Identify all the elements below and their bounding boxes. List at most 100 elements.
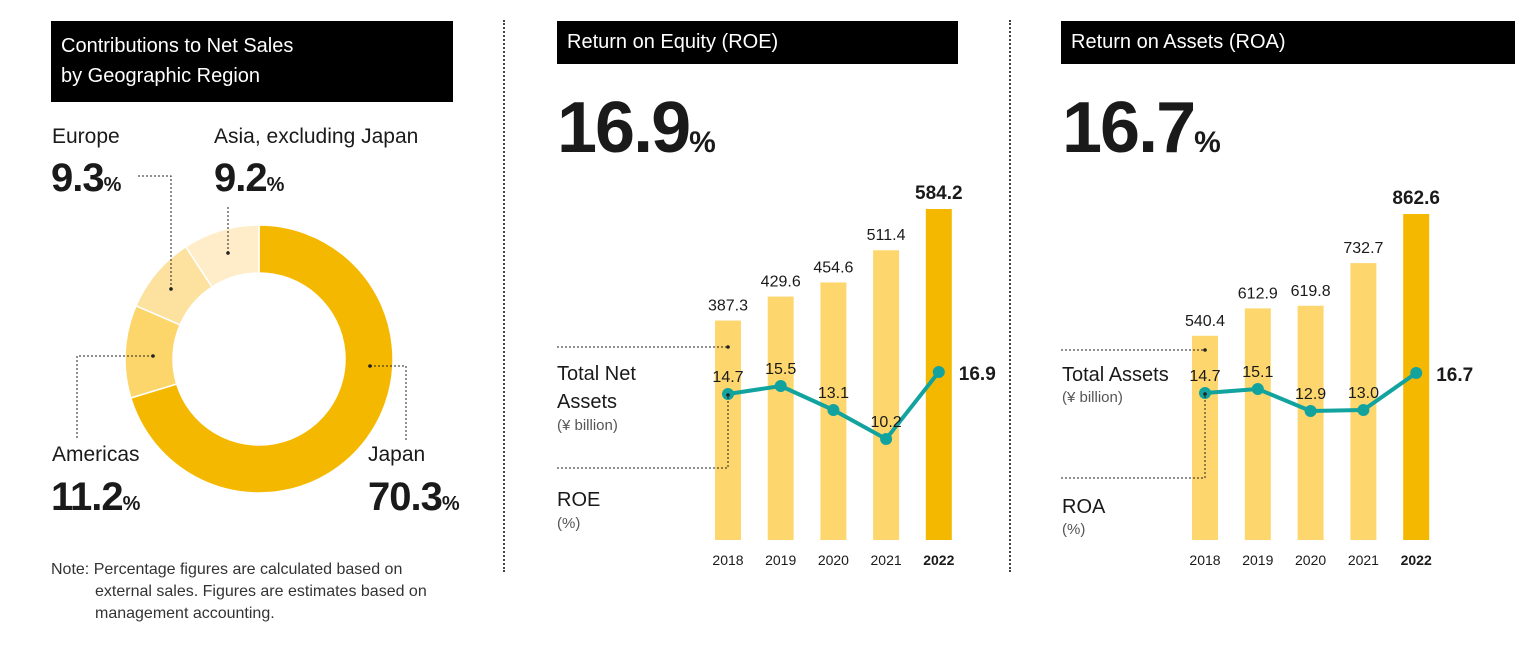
roe-line-legend-unit: (%): [557, 515, 581, 532]
roe-tick-label-2021: 2021: [871, 552, 902, 568]
roa-line-point-2022: [1410, 367, 1423, 379]
roa-line-point-2021: [1357, 404, 1370, 416]
roe-tick-label-2019: 2019: [765, 552, 796, 568]
americas-value-unit: %: [122, 493, 141, 515]
roa-headline: 16.7%: [1062, 92, 1221, 179]
leader-line-americas-dot: [151, 354, 155, 358]
europe-value: 9.3%: [51, 158, 121, 205]
roa-line-label-2020: 12.9: [1295, 386, 1326, 403]
roe-line-label-2020: 13.1: [818, 385, 849, 402]
japan-value-number: 70.3: [368, 475, 443, 519]
roa-line-label-2019: 15.1: [1242, 364, 1273, 381]
roe-bar-label-2020: 454.6: [813, 259, 853, 276]
roe-bar-legend-unit: (¥ billion): [557, 417, 618, 434]
japan-value-unit: %: [441, 493, 460, 515]
roe-tick-label-2018: 2018: [712, 552, 743, 568]
roa-bar-label-2019: 612.9: [1238, 285, 1278, 302]
roa-bar-legend-unit: (¥ billion): [1062, 389, 1123, 406]
roe-line-label-2021: 10.2: [871, 414, 902, 431]
roe-bar-2019: [767, 296, 794, 540]
divider-2: [1009, 20, 1011, 572]
roe-line-label-2018: 14.7: [712, 369, 743, 386]
roe-legend-leader-2: [557, 395, 729, 469]
roe-bar-label-2021: 511.4: [867, 227, 906, 244]
geo-note-line2: external sales. Figures are estimates ba…: [95, 583, 427, 600]
roe-tick-label-2022: 2022: [923, 552, 954, 568]
roa-tick-label-2019: 2019: [1242, 552, 1273, 568]
roe-bar-legend: Total Net Assets: [557, 360, 636, 416]
roe-line-point-2021: [880, 433, 893, 445]
roa-line-label-2022: 16.7: [1436, 365, 1473, 386]
roe-headline-value: 16.9: [557, 88, 691, 168]
roe-line-label-2022: 16.9: [959, 364, 996, 385]
leader-line-americas: [76, 355, 153, 440]
americas-value: 11.2%: [51, 477, 140, 524]
roe-tick-label-2020: 2020: [818, 552, 849, 568]
roa-line-legend: ROA: [1062, 496, 1106, 518]
asia-value: 9.2%: [214, 158, 284, 205]
roa-line-point-2019: [1251, 383, 1264, 395]
roe-line-point-2019: [774, 380, 787, 392]
donut-slice-japan: [129, 224, 394, 494]
roe-line-point-2020: [827, 404, 840, 416]
roe-headline-unit: %: [689, 126, 716, 159]
roa-headline-value: 16.7: [1062, 88, 1196, 168]
asia-value-unit: %: [266, 174, 285, 196]
roa-headline-unit: %: [1194, 126, 1221, 159]
asia-label: Asia, excluding Japan: [214, 125, 419, 148]
roa-tick-label-2022: 2022: [1401, 552, 1432, 568]
divider-1: [503, 20, 505, 572]
roe-bar-label-2019: 429.6: [761, 274, 801, 291]
roa-line-label-2021: 13.0: [1348, 385, 1379, 402]
roe-line-point-2022: [932, 366, 945, 378]
roa-tick-label-2018: 2018: [1189, 552, 1220, 568]
roa-tick-label-2020: 2020: [1295, 552, 1326, 568]
roa-tick-label-2021: 2021: [1348, 552, 1379, 568]
europe-label: Europe: [52, 125, 120, 148]
roa-legend-leader-2: [1061, 394, 1206, 479]
japan-value: 70.3%: [368, 477, 460, 524]
roe-headline: 16.9%: [557, 92, 716, 179]
japan-label: Japan: [368, 443, 426, 466]
roa-line-point-2020: [1304, 405, 1317, 417]
geo-note-line1: Note: Percentage figures are calculated …: [51, 561, 403, 578]
roe-bar-legend-line2: Assets: [557, 391, 618, 413]
donut-slice-asia-excluding-japan: [184, 224, 260, 289]
roa-line-label-2018: 14.7: [1189, 368, 1220, 385]
roa-legend-leader-dot-2: [1203, 392, 1207, 396]
geo-title: Contributions to Net Sales by Geographic…: [51, 21, 453, 102]
roa-title: Return on Assets (ROA): [1061, 21, 1515, 64]
roa-bar-2019: [1244, 308, 1271, 540]
roe-legend-leader-dot-1: [726, 345, 730, 349]
roe-line-legend: ROE: [557, 489, 601, 511]
americas-value-number: 11.2: [51, 475, 124, 519]
roa-legend-leader-dot-1: [1203, 348, 1207, 352]
geo-title-line2: by Geographic Region: [61, 65, 261, 87]
leader-line-japan-dot: [368, 364, 372, 368]
europe-value-number: 9.3: [51, 156, 105, 200]
leader-line-japan: [370, 365, 407, 440]
roa-bar-label-2018: 540.4: [1185, 313, 1225, 330]
roa-bar-label-2020: 619.8: [1291, 283, 1331, 300]
roe-bar-label-2018: 387.3: [708, 298, 748, 315]
americas-label: Americas: [52, 443, 140, 466]
roe-bar-2021: [873, 250, 900, 541]
roe-bar-label-2022: 584.2: [915, 183, 963, 204]
geo-note-line3: management accounting.: [95, 605, 275, 622]
roa-bar-label-2022: 862.6: [1392, 188, 1440, 209]
roa-bar-legend: Total Assets: [1062, 364, 1169, 386]
leader-line-europe-dot: [169, 287, 173, 291]
leader-line-europe: [138, 175, 172, 289]
roe-line-label-2019: 15.5: [765, 361, 796, 378]
geo-donut-chart: [76, 175, 407, 494]
geo-note: Note: Percentage figures are calculated …: [51, 559, 471, 625]
roa-bar-2020: [1297, 305, 1324, 540]
roe-bar-legend-line1: Total Net: [557, 363, 636, 385]
roa-line-legend-unit: (%): [1062, 521, 1086, 538]
roa-bar-label-2021: 732.7: [1343, 240, 1383, 257]
geo-title-line1: Contributions to Net Sales: [61, 35, 294, 57]
leader-line-asia-dot: [226, 251, 230, 255]
europe-value-unit: %: [103, 174, 122, 196]
asia-value-number: 9.2: [214, 156, 268, 200]
